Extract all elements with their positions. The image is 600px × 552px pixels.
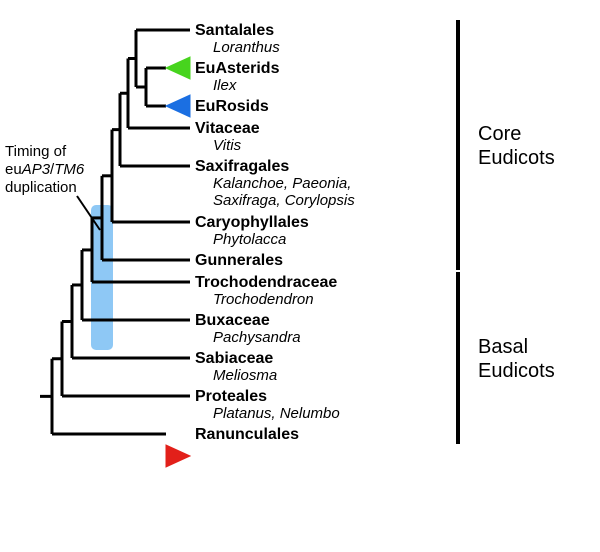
clade-label: Trochodendraceae: [195, 274, 337, 291]
annotation-line2: euAP3/TM6: [5, 161, 85, 178]
clade-label: Buxaceae: [195, 312, 270, 329]
genus-label: Saxifraga, Corylopsis: [213, 192, 355, 209]
group-label: Core: [478, 123, 521, 145]
genus-label: Meliosma: [213, 367, 277, 384]
group-label: Basal: [478, 336, 528, 358]
genus-label: Loranthus: [213, 39, 280, 56]
clade-label: Ranunculales: [195, 426, 299, 443]
clade-label: Caryophyllales: [195, 214, 309, 231]
clade-label: Sabiaceae: [195, 350, 273, 367]
euasterids-triangle: [166, 57, 190, 79]
ranunculales-triangle: [166, 445, 190, 467]
clade-label: Saxifragales: [195, 158, 289, 175]
genus-label: Vitis: [213, 137, 242, 154]
annotation-line1: Timing of: [5, 143, 67, 160]
genus-label: Phytolacca: [213, 231, 286, 248]
genus-label: Trochodendron: [213, 291, 314, 308]
clade-label: EuRosids: [195, 98, 269, 115]
genus-label: Platanus, Nelumbo: [213, 405, 340, 422]
clade-label: EuAsterids: [195, 60, 280, 77]
clade-label: Gunnerales: [195, 252, 283, 269]
genus-label: Kalanchoe, Paeonia,: [213, 175, 351, 192]
annotation-line3: duplication: [5, 179, 77, 196]
clade-label: Vitaceae: [195, 120, 260, 137]
clade-label: Proteales: [195, 388, 267, 405]
genus-label: Ilex: [213, 77, 237, 94]
eurosids-triangle: [166, 95, 190, 117]
phylogeny-diagram: SantalalesLoranthus EuAsteridsIlex EuRosid…: [0, 0, 600, 552]
group-label: Eudicots: [478, 360, 555, 382]
clade-label: Santalales: [195, 22, 274, 39]
group-label: Eudicots: [478, 147, 555, 169]
genus-label: Pachysandra: [213, 329, 301, 346]
